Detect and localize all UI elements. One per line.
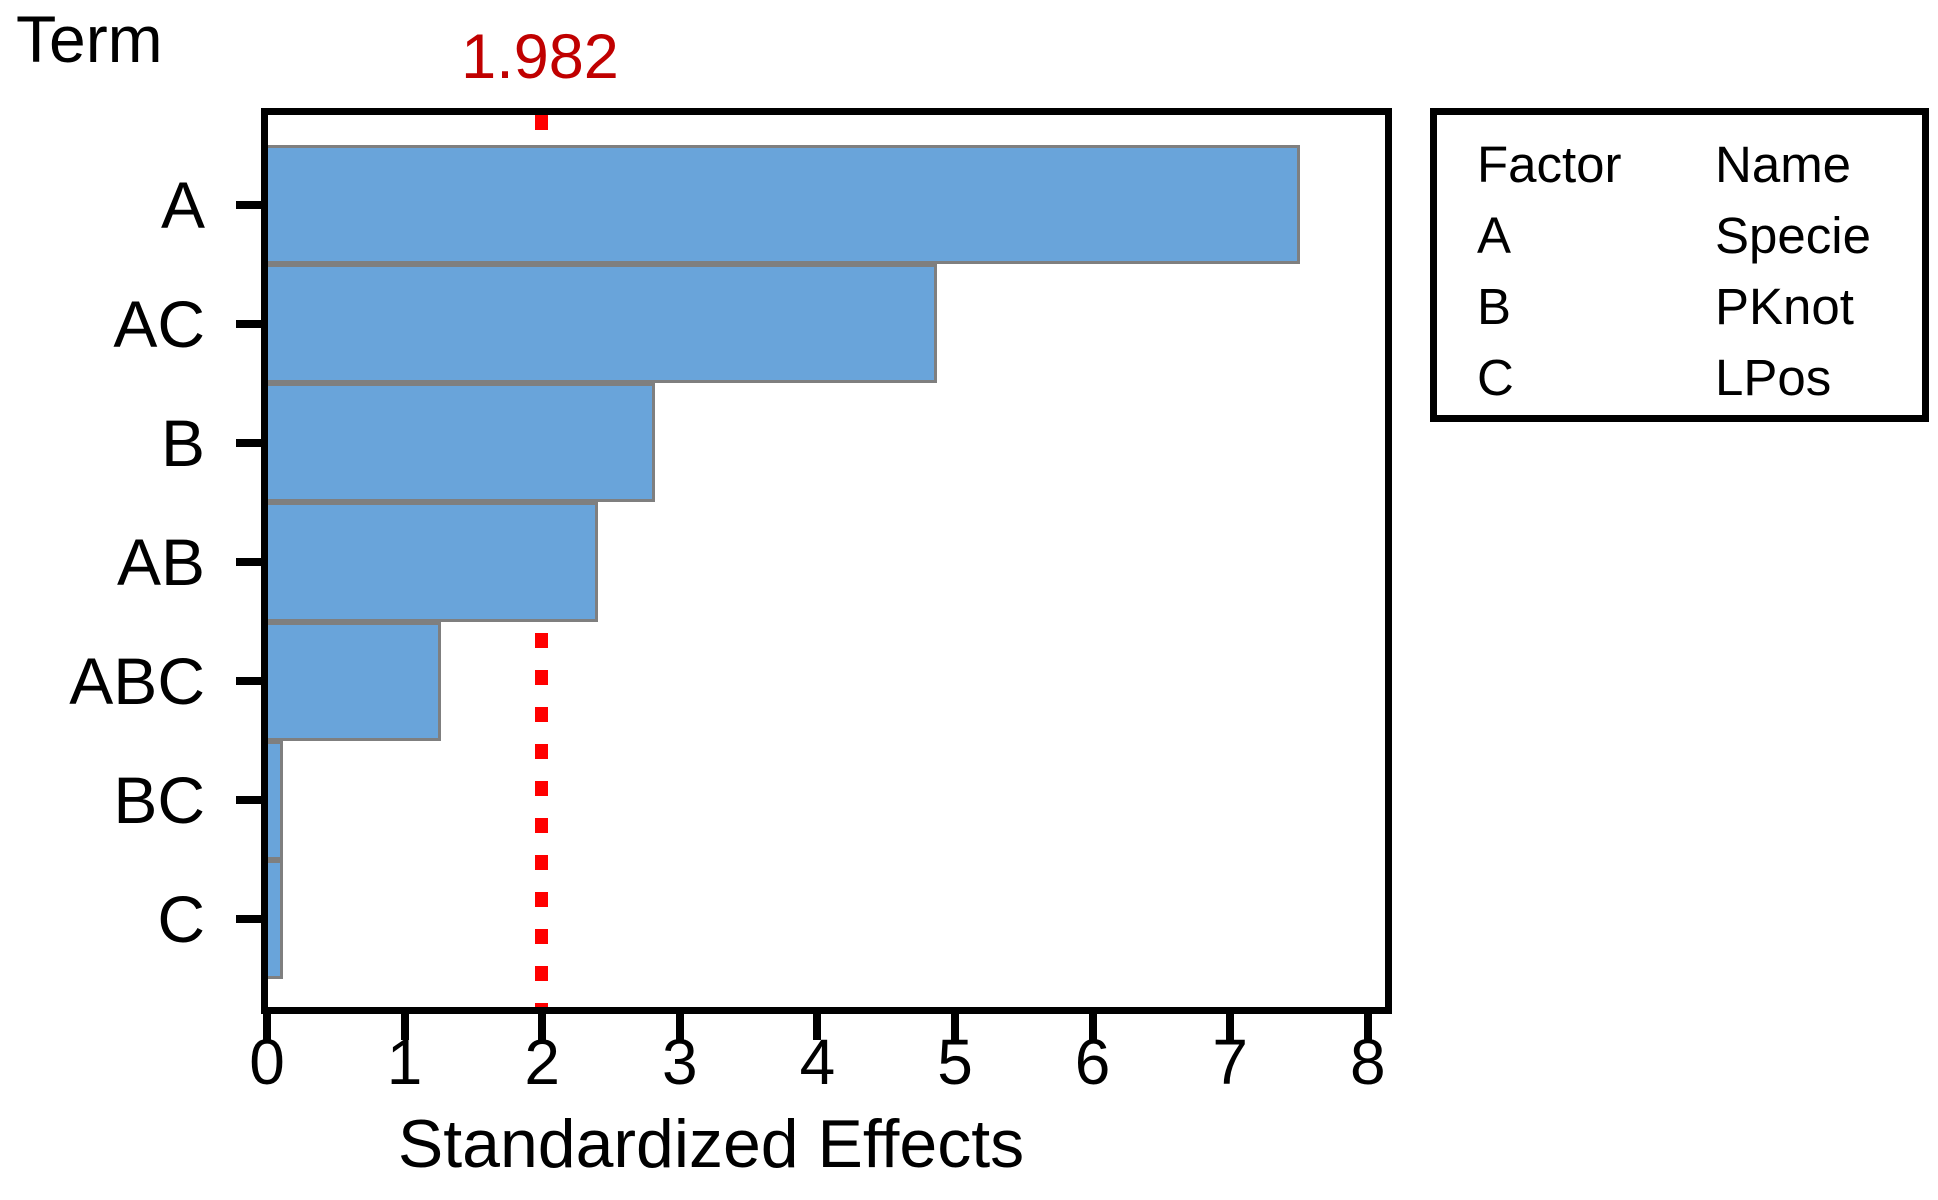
y-tick-label-BC: BC bbox=[113, 763, 205, 838]
y-tick-label-ABC: ABC bbox=[69, 644, 205, 719]
y-axis-title: Term bbox=[16, 2, 163, 76]
x-axis-tick-6 bbox=[1088, 1014, 1097, 1040]
x-axis-tick-0 bbox=[263, 1014, 271, 1040]
legend-row-B: B PKnot bbox=[1477, 271, 1922, 342]
x-axis-tick-2 bbox=[538, 1014, 547, 1040]
x-axis-tick-4 bbox=[813, 1014, 822, 1040]
legend-row-A-factor: A bbox=[1477, 207, 1512, 264]
x-axis-tick-3 bbox=[675, 1014, 684, 1040]
bar-A bbox=[268, 145, 1300, 265]
x-tick-label-8: 8 bbox=[1350, 1026, 1386, 1098]
legend-row-C-factor: C bbox=[1477, 349, 1514, 406]
x-axis-title: Standardized Effects bbox=[397, 1106, 1025, 1182]
legend-row-A: A Specie bbox=[1477, 200, 1922, 271]
x-axis-tick-7 bbox=[1226, 1014, 1235, 1040]
y-tick-label-A: A bbox=[160, 167, 205, 242]
y-tick-label-B: B bbox=[160, 405, 205, 480]
x-tick-label-1: 1 bbox=[386, 1026, 423, 1098]
legend-row-C: C LPos bbox=[1477, 342, 1922, 413]
legend-header-name: Name bbox=[1715, 136, 1852, 193]
plot-area bbox=[261, 108, 1392, 1014]
x-tick-label-4: 4 bbox=[799, 1026, 836, 1098]
legend-header: Factor Name bbox=[1477, 129, 1922, 200]
bar-ABC bbox=[268, 621, 442, 741]
y-tick-label-AB: AB bbox=[116, 524, 205, 599]
y-tick-label-C: C bbox=[157, 882, 205, 957]
x-tick-label-0: 0 bbox=[249, 1026, 285, 1098]
legend-header-factor: Factor bbox=[1477, 136, 1622, 193]
y-axis-tick-ABC bbox=[236, 677, 265, 686]
y-axis-tick-A bbox=[236, 200, 265, 209]
x-axis-tick-8 bbox=[1363, 1014, 1372, 1040]
bar-C bbox=[268, 859, 284, 979]
legend-box: Factor Name A Specie B PKnot C LPos bbox=[1430, 108, 1929, 422]
legend-row-C-name: LPos bbox=[1715, 349, 1832, 406]
y-tick-label-AC: AC bbox=[113, 286, 205, 361]
bar-BC bbox=[268, 740, 284, 860]
y-axis-tick-AC bbox=[236, 319, 265, 328]
x-tick-label-2: 2 bbox=[524, 1026, 560, 1098]
x-tick-label-3: 3 bbox=[662, 1026, 698, 1098]
y-axis-tick-AB bbox=[236, 557, 265, 566]
x-tick-label-6: 6 bbox=[1074, 1026, 1111, 1098]
x-axis-tick-5 bbox=[951, 1014, 959, 1040]
x-tick-label-5: 5 bbox=[937, 1026, 973, 1098]
bar-AC bbox=[268, 264, 937, 384]
legend-row-B-name: PKnot bbox=[1715, 278, 1854, 335]
bar-B bbox=[268, 383, 655, 503]
legend-row-B-factor: B bbox=[1477, 278, 1512, 335]
y-axis-tick-BC bbox=[236, 796, 265, 805]
y-axis-tick-C bbox=[236, 915, 265, 924]
bar-AB bbox=[268, 502, 599, 622]
x-axis-tick-1 bbox=[400, 1014, 409, 1040]
legend-row-A-name: Specie bbox=[1715, 207, 1871, 264]
reference-line-label: 1.982 bbox=[461, 22, 619, 92]
x-tick-label-7: 7 bbox=[1212, 1026, 1248, 1098]
y-axis-tick-B bbox=[236, 438, 265, 447]
